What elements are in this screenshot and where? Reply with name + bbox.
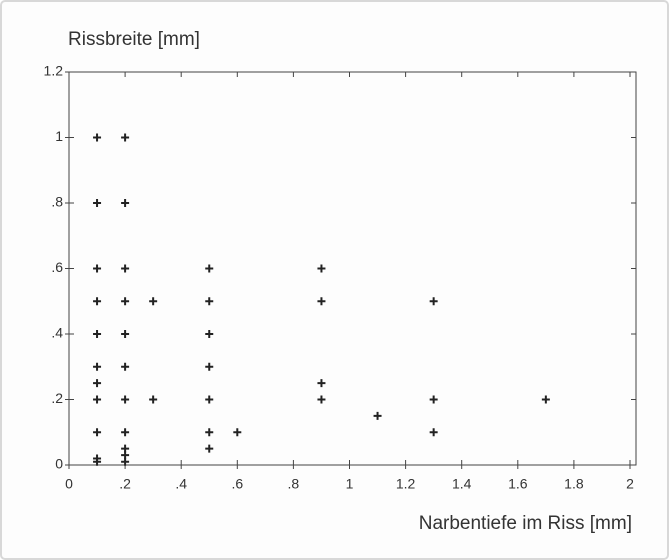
point xyxy=(93,362,102,371)
point xyxy=(429,395,438,404)
point xyxy=(317,395,326,404)
point xyxy=(205,264,214,273)
point xyxy=(121,199,130,207)
point xyxy=(93,395,102,404)
y-tick-label: .2 xyxy=(51,390,63,406)
x-tick-label: .6 xyxy=(231,476,243,492)
x-tick-label: 0 xyxy=(65,476,73,492)
point xyxy=(317,379,326,388)
point xyxy=(205,362,214,371)
point xyxy=(121,297,130,306)
point xyxy=(373,411,382,420)
point xyxy=(93,379,102,388)
y-tick-label: .6 xyxy=(51,259,63,275)
x-tick-label: .8 xyxy=(288,476,300,492)
point xyxy=(121,395,130,404)
point xyxy=(121,264,130,273)
y-axis-label: Rissbreite [mm] xyxy=(68,29,200,50)
x-axis-label: Narbentiefe im Riss [mm] xyxy=(419,513,632,534)
point xyxy=(149,395,158,404)
point xyxy=(429,297,438,306)
point xyxy=(541,395,550,404)
point xyxy=(429,428,438,437)
x-tick-label: .2 xyxy=(119,476,131,492)
point xyxy=(121,330,130,338)
point xyxy=(205,444,214,453)
point xyxy=(93,428,102,437)
x-tick-label: 2 xyxy=(626,476,634,492)
point xyxy=(205,330,214,338)
point xyxy=(121,362,130,371)
point xyxy=(317,297,326,306)
x-tick-label: 1.6 xyxy=(508,476,528,492)
point xyxy=(93,199,102,207)
point xyxy=(93,133,102,142)
x-tick-label: 1.2 xyxy=(396,476,416,492)
point xyxy=(93,457,102,466)
y-tick-label: 1 xyxy=(55,128,63,144)
point xyxy=(233,428,242,437)
x-tick-label: 1.4 xyxy=(452,476,472,492)
point xyxy=(121,133,130,142)
x-tick-label: 1 xyxy=(346,476,354,492)
x-tick-label: 1.8 xyxy=(564,476,584,492)
y-tick-label: .8 xyxy=(51,194,63,210)
x-tick-label: .4 xyxy=(175,476,187,492)
point xyxy=(121,428,130,437)
point xyxy=(121,457,130,466)
y-tick-label: .4 xyxy=(51,325,63,341)
point xyxy=(93,297,102,306)
point xyxy=(93,330,102,338)
y-tick-label: 0 xyxy=(55,456,63,472)
point xyxy=(205,297,214,306)
y-tick-label: 1.2 xyxy=(44,63,64,79)
point xyxy=(93,264,102,273)
point xyxy=(205,428,214,437)
point xyxy=(317,264,326,273)
point xyxy=(205,395,214,404)
point xyxy=(149,297,158,306)
